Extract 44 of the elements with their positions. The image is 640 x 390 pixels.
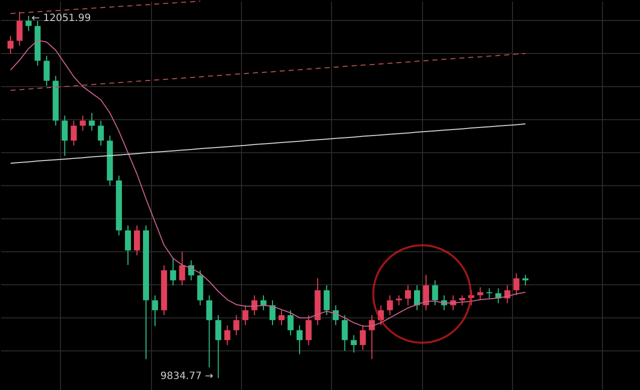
candlestick — [124, 224, 131, 266]
candlestick — [26, 15, 32, 32]
candlestick — [215, 314, 222, 379]
candlestick — [423, 274, 430, 311]
candlestick — [288, 310, 294, 336]
candlestick — [80, 115, 86, 132]
candlestick — [459, 294, 466, 306]
candlestick — [224, 324, 230, 346]
candlestick — [404, 284, 411, 306]
candlestick — [170, 258, 176, 286]
candlestick — [278, 310, 285, 326]
candlestick — [332, 304, 339, 326]
candlestick — [386, 294, 393, 316]
annotation: ← 12051.99 — [32, 12, 91, 24]
candlestick — [396, 294, 402, 306]
candlestick — [296, 324, 303, 355]
candlestick — [432, 280, 438, 306]
candlestick — [486, 288, 492, 299]
candlestick — [134, 224, 140, 256]
candlestick — [70, 120, 77, 146]
candlestick — [88, 112, 95, 132]
candlestick — [242, 304, 248, 326]
candlestick — [350, 334, 357, 354]
candlestick — [414, 284, 420, 311]
candlestick — [260, 294, 266, 311]
candlestick — [324, 284, 330, 316]
candlestick — [342, 314, 348, 352]
candlestick — [62, 115, 68, 156]
annotation: 9834.77 → — [160, 371, 214, 382]
candlestick — [8, 35, 14, 54]
candlestick — [513, 272, 520, 296]
candlestick — [306, 314, 312, 346]
candlestick — [98, 120, 104, 146]
candlestick — [179, 251, 186, 286]
candlestick — [206, 294, 212, 368]
candlestick — [44, 55, 50, 86]
candlestick — [522, 274, 528, 286]
candlestick — [360, 324, 366, 351]
candlestick — [16, 11, 23, 46]
candlestick — [477, 286, 484, 301]
candlestick — [152, 294, 158, 327]
candlestick — [504, 284, 510, 304]
candlestick — [233, 314, 240, 336]
candlestick — [269, 300, 276, 326]
